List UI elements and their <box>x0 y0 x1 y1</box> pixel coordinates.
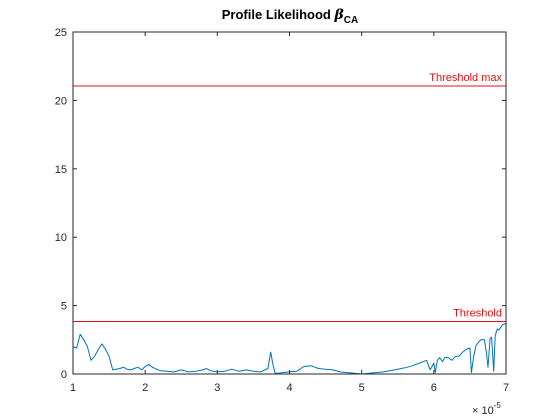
x-axis: 1 2 3 4 5 6 7 <box>70 32 509 394</box>
y-tick-label: 15 <box>55 164 67 176</box>
likelihood-series-line <box>72 322 507 375</box>
chart-title-subscript: CA <box>344 15 358 26</box>
chart-title-text: Profile Likelihood <box>222 7 331 22</box>
x-tick-label: 6 <box>431 382 437 394</box>
x-tick-label: 5 <box>359 382 365 394</box>
y-tick-label: 5 <box>61 301 67 313</box>
x-tick-label: 2 <box>142 382 148 394</box>
chart-title-symbol: β <box>333 7 344 23</box>
reference-lines: Threshold max Threshold <box>73 72 506 322</box>
y-axis: 0 5 10 15 20 25 <box>55 27 506 381</box>
x-tick-label: 1 <box>70 382 76 394</box>
y-tick-label: 25 <box>55 27 67 39</box>
x-tick-label: 3 <box>214 382 220 394</box>
threshold-label: Threshold max <box>429 72 502 84</box>
x-scale-base: × 10 <box>472 405 494 417</box>
plot-area <box>73 32 506 374</box>
x-tick-label: 4 <box>286 382 292 394</box>
y-tick-label: 10 <box>55 232 67 244</box>
threshold-label: Threshold <box>453 307 502 319</box>
x-scale-exponent: -5 <box>494 401 502 410</box>
x-tick-label: 7 <box>503 382 509 394</box>
series-layer <box>72 322 507 375</box>
chart-title: Profile Likelihood βCA <box>222 7 358 26</box>
y-tick-label: 20 <box>55 95 67 107</box>
y-tick-label: 0 <box>61 369 67 381</box>
x-scale-factor: × 10-5 <box>472 401 501 417</box>
